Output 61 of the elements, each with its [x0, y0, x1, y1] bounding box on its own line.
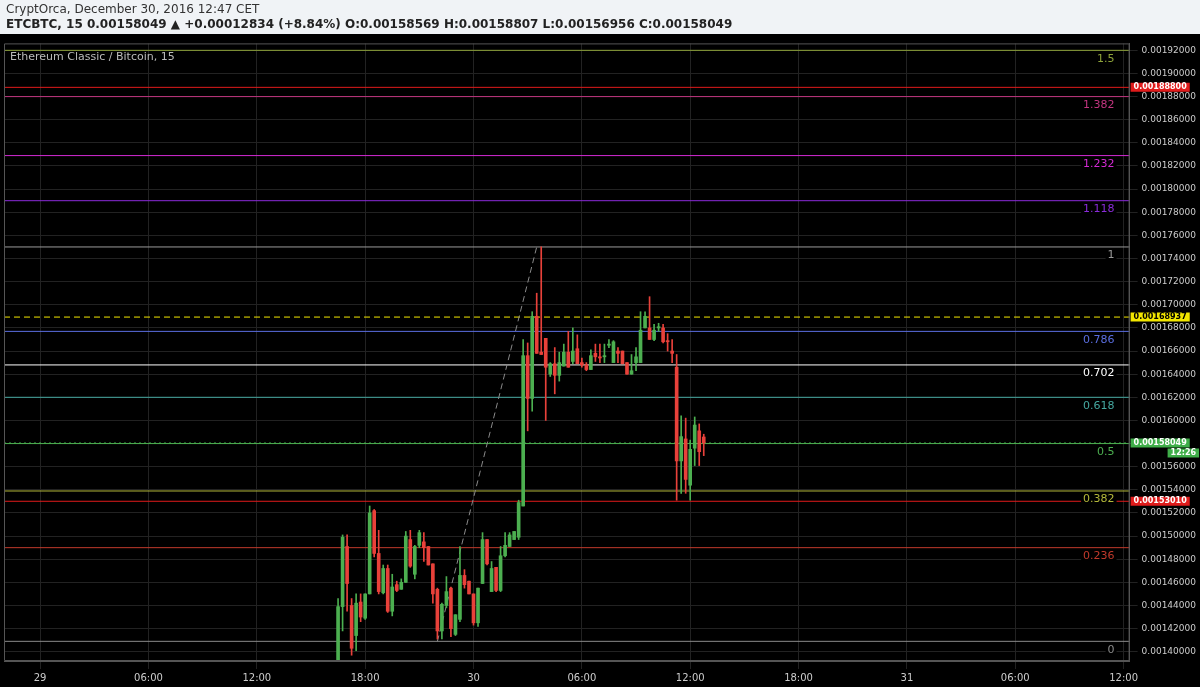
y-tick-label: 0.00180000	[1141, 183, 1197, 194]
y-tick-label: 0.00162000	[1141, 391, 1197, 402]
y-tick-label: 0.00182000	[1141, 160, 1197, 171]
annotation: 1.232	[1083, 156, 1115, 170]
y-tick-label: 0.00144000	[1141, 599, 1197, 610]
x-tick-label: 06:00	[134, 671, 163, 683]
annotation: 1.5	[1097, 51, 1115, 65]
candlestick	[422, 532, 426, 562]
y-tick-label: 0.00176000	[1141, 229, 1197, 240]
x-tick-label: 12:00	[675, 671, 705, 683]
y-tick-label: 0.00174000	[1141, 252, 1197, 263]
y-tick-label: 0.00164000	[1141, 368, 1197, 379]
candlestick	[598, 343, 602, 363]
x-tick-label: 18:00	[350, 671, 380, 683]
annotation: 0.618	[1083, 398, 1115, 412]
y-tick-label: 0.00152000	[1141, 507, 1197, 518]
y-tick-label: 0.00170000	[1141, 299, 1197, 310]
x-tick-label: 06:00	[567, 671, 597, 683]
annotation: 1.382	[1083, 97, 1115, 111]
y-tick-label: 0.00186000	[1141, 114, 1197, 125]
x-tick-label: 06:00	[1000, 671, 1030, 683]
y-tick-label: 0.00178000	[1141, 206, 1197, 217]
candlestick	[670, 339, 674, 363]
annotation: Ethereum Classic / Bitcoin, 15	[10, 49, 175, 63]
chart-subtitle: CryptOrca, December 30, 2016 12:47 CET	[6, 2, 261, 17]
annotation: 0.236	[1083, 549, 1115, 563]
y-tick-label: 0.00160000	[1141, 414, 1197, 425]
y-tick-label: 0.00140000	[1141, 646, 1197, 657]
y-tick-label: 0.00148000	[1141, 553, 1197, 564]
x-tick-label: 29	[33, 671, 47, 683]
candlestick	[616, 347, 620, 363]
y-tick-label: 0.00166000	[1141, 345, 1197, 356]
annotation: 1	[1107, 248, 1115, 262]
x-tick-label: 18:00	[784, 671, 813, 683]
y-tick-label: 0.00190000	[1141, 67, 1197, 78]
y-tick-label: 0.00156000	[1141, 461, 1197, 472]
x-tick-label: 12:00	[1109, 671, 1138, 683]
x-tick-label: 12:00	[242, 671, 272, 683]
y-tick-label: 0.00150000	[1141, 530, 1197, 541]
text: 12:26	[1170, 448, 1197, 458]
annotation: 0.786	[1083, 332, 1115, 346]
annotation: 1.118	[1083, 202, 1115, 216]
y-tick-label: 0.00172000	[1141, 275, 1197, 286]
y-tick-label: 0.00154000	[1141, 484, 1197, 495]
y-tick-label: 0.00146000	[1141, 576, 1197, 587]
annotation: 0.382	[1083, 492, 1115, 506]
annotation: 0.702	[1083, 366, 1115, 380]
annotation: 0.5	[1097, 444, 1115, 458]
x-tick-label: 30	[467, 671, 480, 683]
y-tick-label: 0.00192000	[1141, 44, 1197, 55]
ref-line-label: 0.00153010	[1133, 496, 1188, 506]
y-tick-label: 0.00168000	[1141, 322, 1197, 333]
ref-line-label: 0.00158049	[1133, 438, 1188, 448]
annotation: 0	[1107, 642, 1115, 656]
chart-title: ETCBTC, 15 0.00158049 ▲ +0.00012834 (+8.84%) O:0.00158569 H:0.00158807 L:0.00156956 C:0.00158049	[6, 17, 734, 32]
x-tick-label: 31	[900, 671, 914, 683]
ref-line-label: 0.00188800	[1133, 82, 1188, 92]
y-tick-label: 0.00188000	[1141, 90, 1197, 101]
y-tick-label: 0.00184000	[1141, 137, 1197, 148]
ref-line-label: 0.00168937	[1133, 312, 1187, 322]
y-tick-label: 0.00142000	[1141, 622, 1197, 633]
